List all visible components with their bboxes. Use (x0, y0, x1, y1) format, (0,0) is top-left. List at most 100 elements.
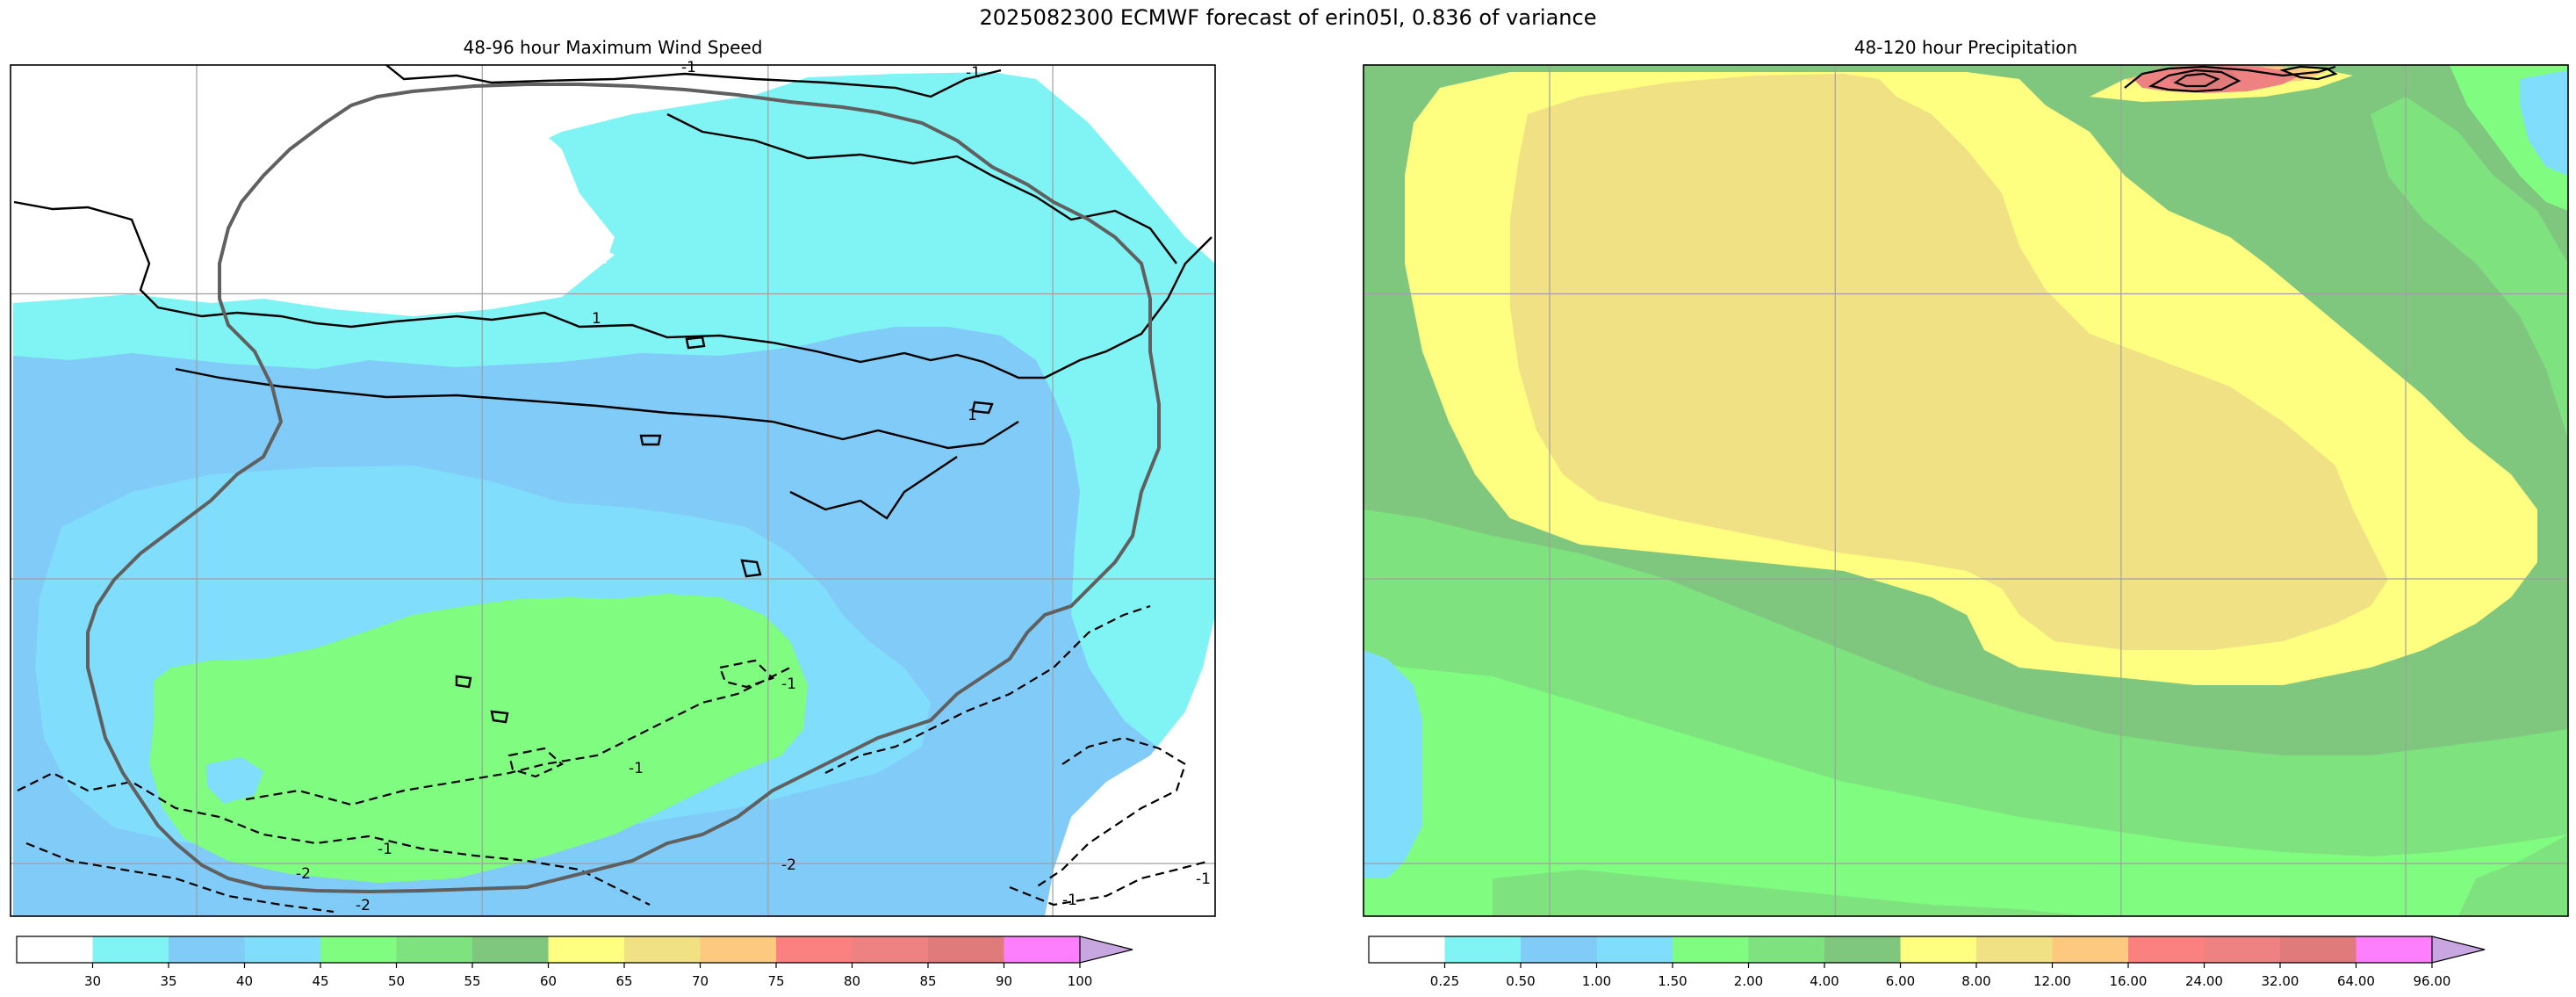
wind-colorbar-segment (928, 936, 1004, 963)
contour-1-small-isle-f (490, 710, 509, 724)
precip-colorbar-segment (1444, 936, 1522, 963)
wind-colorbar-segment (624, 936, 701, 963)
wind-colorbar-segment (169, 936, 245, 963)
contour-label: -1 (1196, 871, 1211, 888)
precip-band-2-4-south (1493, 870, 2090, 916)
cone-of-uncertainty (86, 83, 1161, 894)
wind-light-patch (206, 757, 263, 804)
precip-band-8-12 (1510, 74, 2388, 650)
contour-label: 1 (592, 310, 601, 328)
precipitation-map (1363, 64, 2569, 917)
contour-1-small-isle-e (971, 401, 994, 415)
precip-contours (2124, 65, 2338, 93)
precip-gridlines (1364, 65, 2568, 916)
wind-colorbar-segment (1004, 936, 1081, 963)
wind-colorbar-tick-label: 80 (844, 973, 860, 989)
precip-contour-inner (2173, 72, 2220, 88)
precip-band-1.5-2-ne (2520, 70, 2568, 176)
figure-title: 2025082300 ECMWF forecast of erin05l, 0.… (979, 5, 1597, 30)
precip-colorbar-segment (2052, 936, 2129, 963)
precip-contour-east (2279, 65, 2338, 81)
precip-colorbar-tick-label: 2.00 (1734, 973, 1763, 989)
wind-colorbar-tick-label: 40 (236, 973, 253, 989)
contour-1-north-coast (13, 200, 1212, 379)
contour-1-inner-coast (175, 367, 1019, 450)
wind-colorbar-segment (17, 936, 93, 963)
wind-band-50-55 (149, 594, 808, 883)
wind-colorbar-tick-label: 60 (540, 973, 557, 989)
wind-colorbar-segment (700, 936, 777, 963)
wind-colorbar-tick-label: 45 (312, 973, 328, 989)
precip-colorbar-tick-label: 1.00 (1582, 973, 1611, 989)
contour-1-small-isle-d (455, 675, 472, 689)
precip-colorbar-tick-label: 32.00 (2262, 973, 2299, 989)
contour-neg-sw (17, 771, 651, 906)
contour-1-north-loop (666, 112, 1177, 264)
precip-colorbar-tick-label: 1.50 (1658, 973, 1687, 989)
contour-1-small-isle-a (639, 434, 662, 446)
wind-colorbar-tick-label: 70 (692, 973, 709, 989)
wind-colorbar-segment (776, 936, 853, 963)
wind-colorbar-extend-arrow (1079, 936, 1133, 964)
contour-label: -1 (629, 760, 644, 777)
wind-colorbar-segment (320, 936, 397, 963)
precip-colorbar-tick-label: 4.00 (1810, 973, 1838, 989)
contour-label: -2 (356, 897, 371, 914)
contour-neg-south-low (25, 842, 335, 914)
wind-contours (13, 65, 1212, 724)
precip-colorbar-tick-label: 96.00 (2414, 973, 2451, 989)
contour-1-small-isle-c (740, 559, 762, 578)
precip-colorbar-segment (2280, 936, 2357, 963)
precip-contour-mid (2148, 69, 2241, 93)
wind-colorbar-segment (92, 936, 169, 963)
precip-colorbar-tick-label: 16.00 (2110, 973, 2148, 989)
precip-contour-outer (2124, 65, 2336, 89)
precip-colorbar-segment (1900, 936, 1977, 963)
wind-colorbar-segment (472, 936, 549, 963)
contour-label: -1 (378, 841, 392, 858)
wind-colorbar-tick-label: 30 (84, 973, 101, 989)
wind-colorbar: 30 35 40 45 50 55 60 65 70 75 80 85 90 100 (16, 936, 1133, 989)
precip-fill (1364, 65, 2568, 916)
precip-band-1-1.5-sw (1364, 650, 1422, 878)
precip-colorbar-tick-label: 0.50 (1506, 973, 1535, 989)
contour-neg-bottom-right (1009, 859, 1211, 907)
contour-label: -1 (681, 59, 696, 76)
precip-colorbar-extend-arrow (2431, 936, 2486, 964)
contour-1-small-isle-b (685, 336, 706, 350)
precip-colorbar-tick-label: 8.00 (1961, 973, 1990, 989)
precip-colorbar-segment (1976, 936, 2053, 963)
contour-neg-south-interior (245, 667, 791, 806)
contour-1-top (385, 65, 1002, 98)
wind-colorbar-segment (396, 936, 473, 963)
wind-colorbar-tick-label: 50 (388, 973, 405, 989)
wind-colorbar-tick-label: 35 (160, 973, 176, 989)
wind-panel-frame (10, 64, 1216, 917)
wind-colorbar-tick-label: 100 (1068, 973, 1093, 989)
contour-label: -1 (1062, 892, 1077, 909)
precip-colorbar: 0.25 0.50 1.00 1.50 2.00 4.00 6.00 8.00 12.00 16.… (1368, 936, 2486, 989)
precip-colorbar-tick-label: 24.00 (2185, 973, 2223, 989)
precip-colorbar-segment (1521, 936, 1597, 963)
wind-colorbar-tick-label: 85 (919, 973, 936, 989)
precip-band-2-4-se (2458, 834, 2568, 916)
precip-colorbar-segment (2128, 936, 2205, 963)
precip-panel-title: 48-120 hour Precipitation (1853, 37, 2078, 58)
wind-colorbar-segment (852, 936, 929, 963)
wind-white-se (1045, 615, 1215, 916)
precip-colorbar-segment (1824, 936, 1901, 963)
wind-colorbar-segment (548, 936, 625, 963)
contour-neg-southeast (824, 604, 1151, 774)
precip-colorbar-segment (2204, 936, 2281, 963)
contour-neg-loop-a (718, 659, 775, 689)
contour-1-east-bay (789, 456, 958, 520)
precip-colorbar-segment (2356, 936, 2433, 963)
contour-neg-loop-b (507, 747, 564, 778)
contour-label: 1 (968, 407, 977, 424)
wind-speed-map: -1 -2 1 -1 -1 -1 1 -1 -2 -2 -1 -1 (10, 59, 1216, 917)
precip-colorbar-tick-label: 0.25 (1430, 973, 1459, 989)
contour-label: -1 (781, 676, 796, 693)
wind-colorbar-tick-label: 90 (996, 973, 1012, 989)
precip-colorbar-tick-label: 6.00 (1886, 973, 1915, 989)
